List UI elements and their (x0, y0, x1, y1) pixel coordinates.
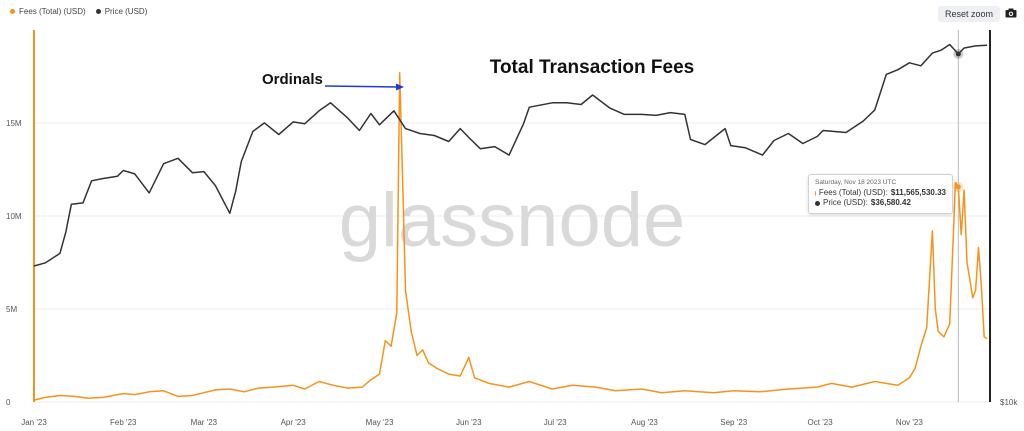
tooltip-price-row: Price (USD): $36,580.42 (815, 198, 946, 208)
legend: Fees (Total) (USD) Price (USD) (10, 7, 147, 16)
legend-item-fees[interactable]: Fees (Total) (USD) (10, 7, 86, 16)
legend-fees-label: Fees (Total) (USD) (19, 7, 86, 16)
y-tick-label: 5M (6, 305, 17, 314)
price-series-line (33, 43, 988, 267)
legend-price-label: Price (USD) (104, 7, 148, 16)
x-tick-label: Jul '23 (544, 418, 567, 427)
legend-item-price[interactable]: Price (USD) (95, 7, 148, 16)
x-tick-label: Mar '23 (191, 418, 218, 427)
chart-title: Total Transaction Fees (490, 57, 694, 78)
series-layer (33, 43, 988, 401)
y-tick-label: 0 (6, 398, 11, 407)
fees-series-line (33, 72, 988, 401)
x-tick-label: Jun '23 (456, 418, 482, 427)
legend-fees-swatch (10, 9, 15, 14)
tooltip-fees-value: $11,565,530.33 (890, 188, 946, 197)
tooltip-fees-label: Fees (Total) (USD): (818, 188, 888, 197)
ordinals-arrow (324, 85, 399, 88)
tooltip-fees-row: Fees (Total) (USD): $11,565,530.33 (815, 188, 946, 198)
tooltip-price-swatch (815, 200, 820, 206)
x-tick-label: Oct '23 (808, 418, 834, 427)
x-tick-label: May '23 (366, 418, 394, 427)
legend-price-swatch (95, 9, 101, 14)
hover-point (955, 184, 961, 190)
y-axis-labels: 0 5M 10M 15M (6, 119, 22, 407)
tooltip-date: Saturday, Nov 18 2023 UTC (815, 179, 897, 186)
ordinals-label: Ordinals (262, 71, 323, 88)
gridlines (34, 122, 990, 403)
x-tick-label: Sep '23 (720, 418, 747, 427)
y-tick-label: 15M (6, 119, 22, 128)
right-axis-label: $10k (1000, 398, 1018, 407)
x-tick-label: Jan '23 (21, 418, 47, 427)
reset-zoom-button[interactable]: Reset zoom (938, 6, 1000, 22)
x-tick-label: Apr '23 (281, 418, 307, 427)
y-tick-label: 10M (6, 212, 22, 221)
x-tick-label: Feb '23 (110, 418, 137, 427)
x-tick-label: Aug '23 (631, 418, 658, 427)
camera-icon[interactable] (1004, 6, 1018, 20)
chart-tooltip: Saturday, Nov 18 2023 UTC Fees (Total) (… (808, 174, 953, 214)
tooltip-price-label: Price (USD): (823, 198, 868, 207)
x-tick-label: Nov '23 (896, 418, 923, 427)
tooltip-fees-swatch (815, 190, 816, 196)
ordinals-arrowhead (396, 83, 404, 91)
glassnode-watermark: glassnode (339, 178, 686, 263)
x-axis-labels: Jan '23 Feb '23 Mar '23 Apr '23 May '23 Jun '… (21, 418, 923, 427)
hover-point (955, 51, 961, 57)
tooltip-price-value: $36,580.42 (870, 198, 911, 207)
